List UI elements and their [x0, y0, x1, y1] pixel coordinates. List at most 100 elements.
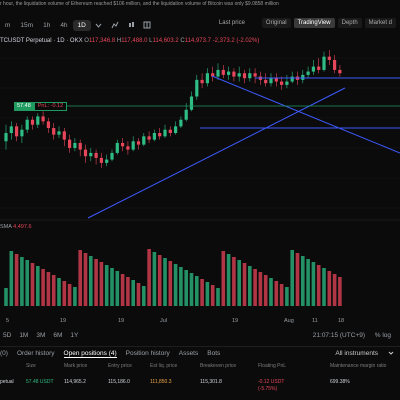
timeframe-1d[interactable]: 1D	[72, 19, 91, 31]
volume-bar	[136, 283, 141, 306]
candle-body	[227, 71, 231, 75]
tab-order-history[interactable]: Order history	[16, 350, 55, 357]
instrument-filter[interactable]: All instruments	[335, 350, 378, 357]
candle-body	[15, 126, 19, 137]
candle-body	[20, 129, 24, 137]
xaxis-tick: Jul	[160, 318, 168, 324]
last-price-selector[interactable]: Last price	[218, 20, 245, 26]
candle-body	[110, 152, 114, 160]
table-row[interactable]: petual 57.48 USDT 114,965.2 115,186.0 11…	[0, 379, 400, 397]
volume-bar	[115, 271, 120, 306]
view-depth[interactable]: Depth	[337, 18, 362, 28]
volume-bar	[99, 262, 104, 306]
range-1m[interactable]: 1M	[19, 331, 29, 339]
timeframe-15m[interactable]: 15m	[20, 21, 34, 29]
volume-bar	[51, 275, 56, 306]
tab-open-positions[interactable]: Open positions (4)	[63, 349, 117, 358]
price-chart[interactable]	[0, 38, 400, 316]
candle-body	[248, 73, 252, 79]
tab-assets[interactable]: Assets	[178, 350, 199, 357]
tab-bots[interactable]: Bots	[207, 350, 221, 357]
view-tradingview[interactable]: TradingView	[293, 18, 335, 28]
candle-body	[200, 79, 204, 84]
news-ticker[interactable]: r hour, the liquidation volume of Ethere…	[0, 1, 279, 7]
volume-bar	[205, 282, 210, 306]
symbol-label: TCUSDT Perpetual · 1D · OKX	[0, 38, 83, 44]
candle-body	[327, 56, 331, 60]
volume-bar	[274, 281, 279, 306]
chevron-down-icon[interactable]	[94, 20, 104, 30]
candle-body	[41, 116, 45, 122]
candle-body	[333, 59, 337, 70]
tab-position-history[interactable]: Position history	[125, 350, 170, 357]
volume-bar	[338, 277, 342, 306]
volume-bar	[14, 254, 19, 306]
xaxis-tick: 5	[6, 318, 10, 324]
close-label: C	[180, 38, 185, 44]
volume-bar	[173, 264, 178, 306]
candle-body	[338, 69, 342, 74]
clock[interactable]: 21:07:15 (UTC+9)	[312, 331, 365, 339]
candle-body	[105, 159, 109, 163]
volume-indicator-label[interactable]: SMA 4,497.6	[0, 224, 32, 230]
position-tag[interactable]: 57.48 PnL: -0.12	[14, 102, 68, 111]
scale-toggle[interactable]: % log	[374, 331, 391, 339]
col-size: Size	[26, 363, 36, 369]
candle-body	[237, 73, 241, 77]
xaxis-tick: 18	[338, 318, 345, 324]
view-market[interactable]: Market d	[364, 18, 396, 28]
range-6m[interactable]: 6M	[53, 331, 63, 339]
volume-bar	[332, 274, 337, 306]
volume-bar	[306, 259, 310, 306]
candle-type-icon[interactable]	[126, 20, 136, 30]
positions-tabs: (0) Order history Open positions (4) Pos…	[0, 346, 400, 360]
candle-body	[36, 116, 40, 125]
volume-bar	[57, 278, 61, 306]
xaxis-tick: Aug	[284, 318, 294, 324]
timeframe-1h[interactable]: 1h	[43, 21, 51, 29]
row-mark: 114,965.2	[64, 379, 86, 385]
grid-icon[interactable]	[142, 20, 152, 30]
chevron-down-icon[interactable]	[388, 350, 394, 358]
indicator-icon[interactable]	[110, 20, 120, 30]
volume-bar	[232, 257, 236, 306]
candle-body	[78, 142, 82, 150]
row-liq: 111,850.3	[150, 379, 172, 385]
candle-body	[205, 73, 209, 84]
candle-body	[142, 136, 146, 145]
volume-bar	[131, 280, 135, 306]
col-margin: Maintenance margin ratio	[330, 363, 387, 369]
timeframe-m[interactable]: m	[5, 21, 11, 29]
volume-bar	[142, 286, 146, 306]
timeframe-4h[interactable]: 4h	[60, 21, 68, 29]
volume-bar	[258, 272, 263, 306]
candle-body	[99, 157, 103, 163]
col-pnl: Floating PnL	[258, 363, 287, 369]
candle-body	[163, 129, 167, 137]
volume-bar	[46, 272, 51, 306]
view-original[interactable]: Original	[261, 18, 291, 28]
xaxis-tick: 19	[232, 318, 239, 324]
volume-bar	[157, 255, 162, 306]
tab-orders[interactable]: (0)	[0, 350, 8, 357]
candle-body	[216, 69, 220, 77]
range-selector: 5D 1M 3M 6M 1Y 21:07:15 (UTC+9) % log	[0, 329, 400, 341]
range-3m[interactable]: 3M	[36, 331, 46, 339]
table-header: Size Mark price Entry price Est liq. pri…	[0, 363, 400, 372]
candle-body	[168, 129, 172, 133]
volume-bar	[163, 258, 167, 306]
candle-body	[301, 74, 305, 80]
candle-body	[131, 141, 135, 150]
range-1y[interactable]: 1Y	[70, 331, 79, 339]
range-5d[interactable]: 5D	[3, 331, 12, 339]
position-price: 57.48	[14, 102, 34, 111]
volume-bar	[248, 266, 252, 306]
volume-bar	[4, 288, 8, 306]
candle-body	[311, 66, 315, 72]
candle-body	[126, 146, 130, 150]
candle-body	[136, 141, 141, 145]
open-value: 117,346.8	[88, 38, 116, 44]
volume-bar	[104, 265, 109, 306]
candle-body	[57, 131, 61, 135]
volume-bar	[263, 275, 268, 306]
